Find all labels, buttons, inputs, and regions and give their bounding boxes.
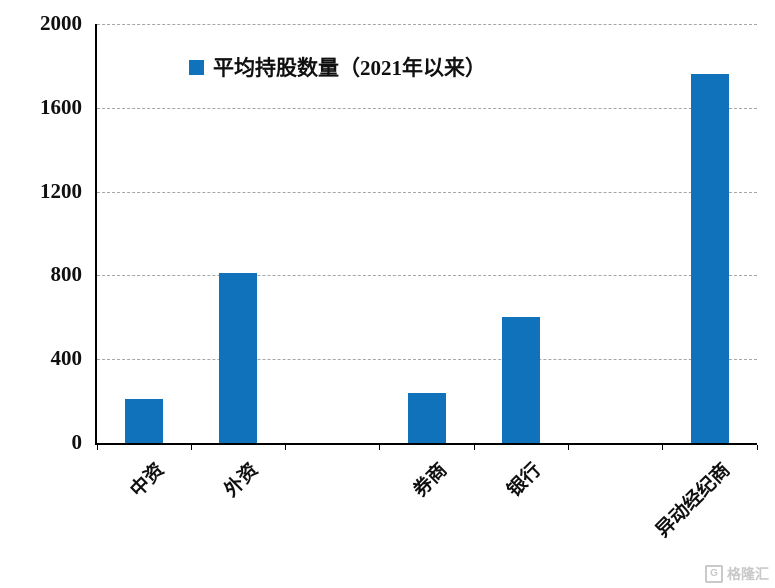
watermark-text: 格隆汇 xyxy=(727,566,769,582)
gridline-1600 xyxy=(97,107,757,109)
gelonghui-logo-icon: G xyxy=(705,565,723,583)
bar-券商 xyxy=(408,392,446,443)
y-tick-label-1600: 1600 xyxy=(40,94,82,119)
gridline-800 xyxy=(97,275,757,277)
y-tick-label-1200: 1200 xyxy=(40,178,82,203)
x-axis-tickmark xyxy=(473,445,475,450)
plot-area: 平均持股数量（2021年以来） xyxy=(95,24,758,450)
y-tick-label-2000: 2000 xyxy=(40,11,82,35)
legend-color-swatch xyxy=(189,59,204,75)
x-axis-tickmark xyxy=(285,445,287,450)
gridline-2000 xyxy=(97,24,757,25)
y-tick-label-400: 400 xyxy=(50,346,83,371)
x-axis-tickmark xyxy=(96,445,98,450)
x-axis-tickmark xyxy=(567,445,569,450)
x-axis-tickmark xyxy=(190,445,192,450)
x-tick-label-券商: 券商 xyxy=(409,459,452,502)
x-tick-label-外资: 外资 xyxy=(221,459,263,502)
gridline-400 xyxy=(97,359,757,361)
x-axis-tickmark xyxy=(756,445,758,450)
y-tick-label-800: 800 xyxy=(50,262,83,287)
bar-银行 xyxy=(502,317,541,443)
bar-中资 xyxy=(125,399,164,443)
bar-异动经纪商 xyxy=(690,74,729,443)
legend-label: 平均持股数量（2021年以来） xyxy=(213,56,486,80)
x-tick-label-中资: 中资 xyxy=(126,459,169,502)
x-axis-tickmark xyxy=(662,445,664,450)
x-tick-label-银行: 银行 xyxy=(503,459,546,502)
x-axis-tickmark xyxy=(379,445,381,450)
y-tick-label-0: 0 xyxy=(71,430,83,454)
x-tick-label-异动经纪商: 异动经纪商 xyxy=(652,459,735,542)
gridline-1200 xyxy=(97,191,757,193)
bar-外资 xyxy=(219,273,258,443)
watermark: G 格隆汇 xyxy=(705,565,769,583)
legend: 平均持股数量（2021年以来） xyxy=(189,52,486,82)
